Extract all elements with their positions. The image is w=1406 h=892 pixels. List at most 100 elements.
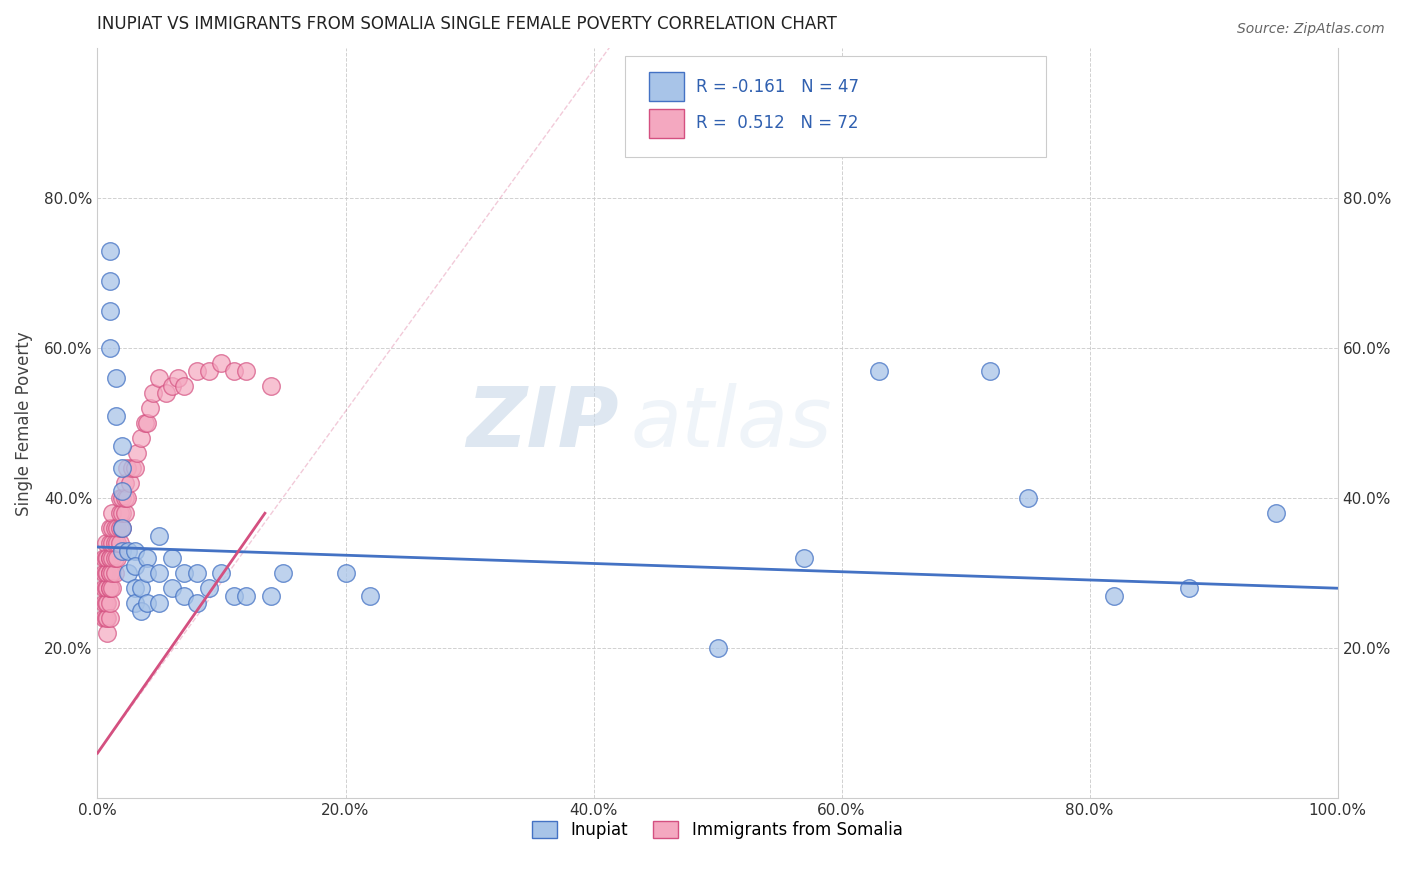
Point <box>105 409 128 423</box>
Point <box>111 461 134 475</box>
Point <box>138 401 160 416</box>
Point <box>93 566 115 581</box>
Point <box>198 364 221 378</box>
Point <box>155 386 177 401</box>
Y-axis label: Single Female Poverty: Single Female Poverty <box>15 331 32 516</box>
Point <box>186 364 208 378</box>
Point <box>793 551 815 566</box>
Point <box>98 596 121 610</box>
Point <box>136 551 159 566</box>
Point <box>101 551 124 566</box>
Point <box>111 521 134 535</box>
Point <box>160 551 183 566</box>
Text: R =  0.512   N = 72: R = 0.512 N = 72 <box>696 114 859 132</box>
Point <box>136 566 159 581</box>
Point <box>173 589 195 603</box>
Point <box>114 506 136 520</box>
Text: ZIP: ZIP <box>465 383 619 464</box>
Point <box>104 536 127 550</box>
Point <box>98 566 121 581</box>
Point <box>98 303 121 318</box>
Point <box>96 536 118 550</box>
Point <box>235 589 257 603</box>
Point <box>98 581 121 595</box>
Point <box>111 483 134 498</box>
Point <box>173 379 195 393</box>
Point <box>148 529 170 543</box>
Point <box>105 536 128 550</box>
Point <box>148 596 170 610</box>
Point <box>129 581 152 595</box>
FancyBboxPatch shape <box>624 56 1046 157</box>
Point <box>124 461 146 475</box>
Point <box>979 364 1001 378</box>
Point <box>129 431 152 445</box>
Point <box>96 551 118 566</box>
Point <box>96 581 118 595</box>
Point <box>167 371 190 385</box>
Point <box>115 461 138 475</box>
Point <box>101 536 124 550</box>
Point <box>124 558 146 573</box>
Point <box>104 551 127 566</box>
Point <box>1104 589 1126 603</box>
Point <box>260 379 283 393</box>
Point <box>335 566 357 581</box>
Point <box>222 589 245 603</box>
Point <box>93 611 115 625</box>
Point <box>104 566 127 581</box>
Point <box>359 589 381 603</box>
Point <box>211 566 233 581</box>
Point <box>96 611 118 625</box>
Point <box>173 566 195 581</box>
Point <box>98 521 121 535</box>
Point <box>111 543 134 558</box>
Point <box>111 439 134 453</box>
Point <box>706 641 728 656</box>
Point <box>108 491 131 506</box>
Text: atlas: atlas <box>631 383 832 464</box>
Point <box>98 581 121 595</box>
Point <box>101 521 124 535</box>
Point <box>1264 506 1286 520</box>
Point <box>273 566 295 581</box>
Point <box>111 506 134 520</box>
Point <box>96 611 118 625</box>
Point <box>121 461 143 475</box>
Point <box>101 566 124 581</box>
Point <box>211 356 233 370</box>
Point <box>117 566 139 581</box>
Point <box>101 581 124 595</box>
Point <box>93 551 115 566</box>
Point <box>117 543 139 558</box>
Point <box>114 476 136 491</box>
Point <box>111 521 134 535</box>
Point <box>124 543 146 558</box>
Point <box>93 581 115 595</box>
Point <box>96 566 118 581</box>
Point <box>98 536 121 550</box>
Point <box>105 371 128 385</box>
Point <box>148 566 170 581</box>
Point <box>222 364 245 378</box>
Point <box>111 491 134 506</box>
Point <box>96 551 118 566</box>
Point <box>260 589 283 603</box>
Point <box>124 581 146 595</box>
Point <box>108 521 131 535</box>
Point <box>134 417 156 431</box>
Point <box>115 491 138 506</box>
Point <box>142 386 165 401</box>
Point <box>105 521 128 535</box>
Point <box>96 581 118 595</box>
Point <box>96 596 118 610</box>
Point <box>136 417 159 431</box>
Point <box>1178 581 1201 595</box>
Point <box>868 364 890 378</box>
Point <box>148 371 170 385</box>
Point <box>108 506 131 520</box>
Bar <box>650 72 685 101</box>
Point <box>93 596 115 610</box>
Point <box>98 551 121 566</box>
Point <box>96 566 118 581</box>
